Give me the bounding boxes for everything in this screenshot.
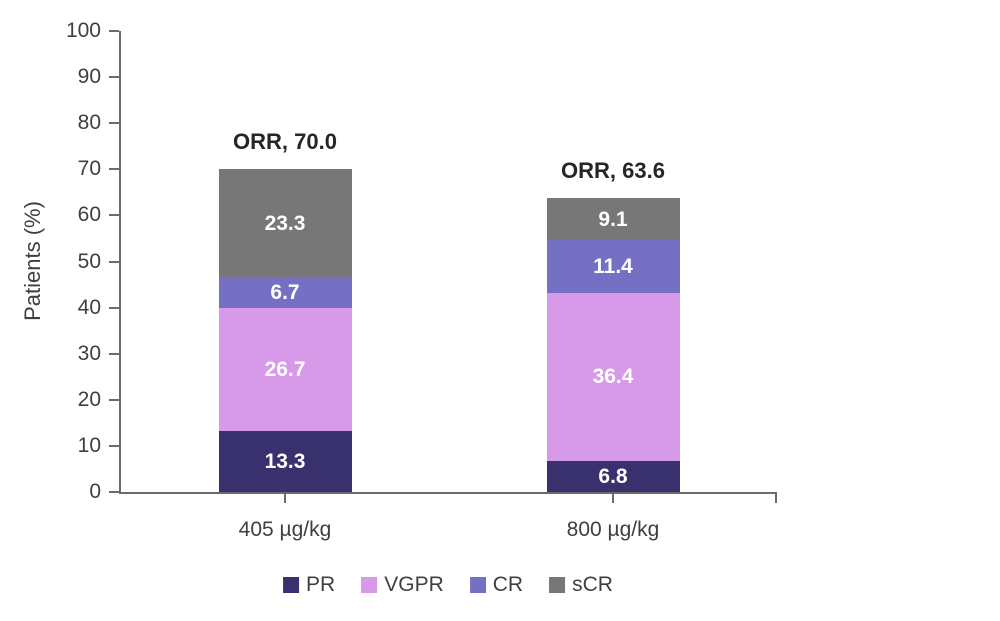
segment-value-label: 9.1 — [598, 207, 628, 231]
stacked-bar: 13.3 26.7 6.7 23.3 — [218, 31, 352, 492]
y-axis-tick — [109, 122, 119, 125]
segment-value-label: 26.7 — [264, 357, 306, 381]
x-axis-tick — [284, 494, 286, 503]
x-axis-end-tick — [775, 494, 777, 503]
segment-value-label: 36.4 — [592, 365, 634, 389]
legend-swatch-icon — [361, 577, 378, 593]
x-axis-category-label: 800 µg/kg — [566, 518, 660, 541]
y-axis-tick-label: 80 — [77, 111, 101, 135]
y-axis-tick-label: 90 — [77, 65, 101, 89]
segment-value-label: 6.8 — [598, 464, 628, 488]
y-axis-tick-label: 50 — [77, 249, 101, 273]
y-axis-tick — [109, 168, 119, 171]
y-axis-tick — [109, 30, 119, 32]
y-axis-tick-label: 70 — [77, 157, 101, 181]
y-axis-tick — [109, 76, 119, 79]
y-axis-tick-label: 20 — [77, 387, 101, 411]
bar-segment-scr: 23.3 — [218, 169, 352, 277]
legend: PR VGPR CR sCR — [283, 574, 613, 596]
legend-item-scr: sCR — [549, 574, 613, 596]
y-axis-tick — [109, 214, 119, 217]
legend-label: sCR — [572, 573, 613, 596]
plot-area: 0 10 20 30 40 50 60 70 80 90 100 13.3 26.7 6.7 23.3 ORR… — [66, 19, 777, 541]
y-axis-tick — [109, 444, 119, 447]
legend-label: CR — [492, 573, 524, 596]
bar-segment-cr: 11.4 — [546, 240, 680, 293]
bar-segment-pr: 6.8 — [546, 460, 680, 492]
y-axis-tick-label: 0 — [89, 480, 101, 503]
legend-item-vgpr: VGPR — [361, 574, 444, 596]
y-axis-tick — [109, 398, 119, 401]
bar-segment-vgpr: 26.7 — [218, 307, 352, 431]
x-axis-tick — [612, 494, 614, 503]
legend-item-cr: CR — [469, 573, 524, 596]
y-axis-tick-label: 40 — [77, 295, 101, 319]
y-axis-tick — [109, 352, 119, 355]
y-axis-tick-label: 10 — [77, 433, 101, 457]
bar-total-label: ORR, 70.0 — [233, 129, 337, 155]
legend-swatch-icon — [549, 577, 566, 593]
segment-value-label: 11.4 — [593, 255, 633, 279]
y-axis-tick — [109, 260, 119, 263]
bar-total-label: ORR, 63.6 — [561, 158, 665, 184]
x-axis-category-label: 405 µg/kg — [238, 518, 332, 541]
legend-item-pr: PR — [283, 574, 335, 596]
segment-value-label: 13.3 — [264, 449, 306, 473]
stacked-bar: 6.8 36.4 11.4 9.1 — [546, 31, 680, 492]
legend-swatch-icon — [469, 577, 486, 593]
y-axis-tick-label: 30 — [77, 341, 101, 365]
y-axis-tick-label: 60 — [77, 203, 101, 227]
bar-segment-cr: 6.7 — [218, 276, 352, 308]
y-axis-tick-label: 100 — [65, 19, 101, 42]
bar-segment-vgpr: 36.4 — [546, 292, 680, 461]
legend-label: PR — [306, 573, 336, 596]
segment-value-label: 23.3 — [264, 211, 306, 235]
y-axis-tick — [109, 306, 119, 309]
bar-segment-pr: 13.3 — [218, 430, 352, 492]
y-axis-tick — [109, 491, 119, 493]
segment-value-label: 6.7 — [270, 280, 300, 304]
legend-label: VGPR — [384, 573, 444, 596]
bar-segment-scr: 9.1 — [546, 198, 680, 241]
legend-swatch-icon — [283, 577, 300, 593]
